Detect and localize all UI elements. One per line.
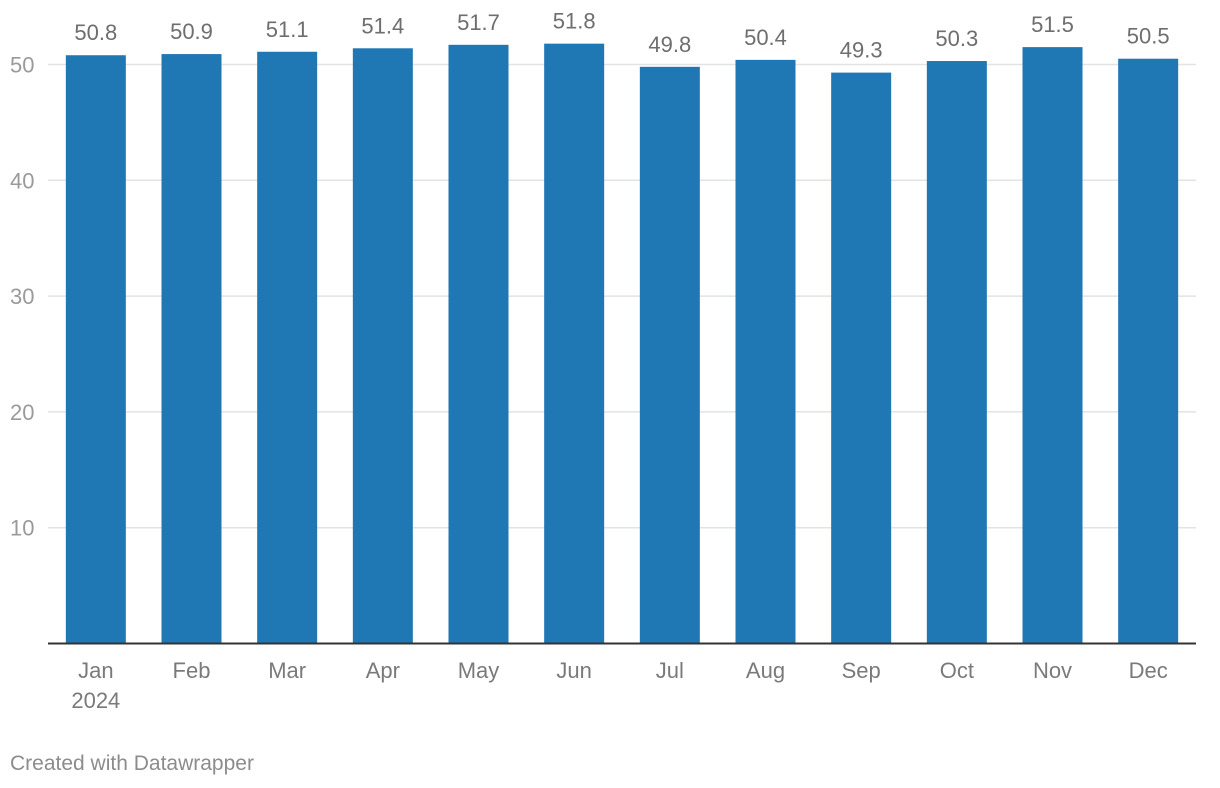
bar-nov (1022, 47, 1083, 644)
bar-jul (639, 66, 700, 644)
x-tick-label: Apr (366, 658, 400, 683)
data-label: 50.3 (935, 26, 978, 51)
data-label: 49.3 (840, 38, 883, 63)
y-tick-label: 10 (10, 516, 34, 541)
credit-footer: Created with Datawrapper (10, 752, 254, 775)
data-labels: 50.8 50.9 51.1 51.4 51.7 51.8 49.8 50.4 49.3 50.3… (74, 9, 1169, 63)
y-axis: 10 20 30 40 50 (10, 53, 34, 541)
y-tick-label: 50 (10, 53, 34, 78)
x-tick-label: Jan (78, 658, 113, 683)
bar-oct (926, 61, 987, 644)
bar-jan (65, 55, 126, 644)
bar-aug (735, 59, 796, 644)
data-label: 51.5 (1031, 12, 1074, 37)
bars (65, 43, 1179, 644)
x-tick-label: Nov (1033, 658, 1072, 683)
bar-feb (161, 54, 222, 644)
x-tick-sublabel: 2024 (71, 688, 120, 713)
x-tick-label: Aug (746, 658, 785, 683)
data-label: 50.5 (1127, 24, 1170, 49)
bar-may (448, 44, 509, 644)
bar-mar (257, 51, 318, 644)
y-tick-label: 40 (10, 168, 34, 193)
x-tick-label: Dec (1129, 658, 1168, 683)
bar-apr (352, 48, 413, 644)
y-tick-label: 20 (10, 400, 34, 425)
bar-sep (831, 72, 892, 644)
x-axis: Jan 2024 Feb Mar Apr May Jun Jul Aug Sep Oct Nov Dec (48, 642, 1196, 713)
bar-dec (1118, 58, 1179, 644)
data-label: 49.8 (648, 32, 691, 57)
x-tick-label: May (458, 658, 500, 683)
data-label: 51.1 (266, 17, 309, 42)
data-label: 50.9 (170, 19, 213, 44)
x-tick-label: Oct (940, 658, 974, 683)
y-tick-label: 30 (10, 284, 34, 309)
data-label: 51.8 (553, 9, 596, 34)
x-tick-label: Jul (656, 658, 684, 683)
bar-jun (544, 43, 605, 644)
data-label: 51.4 (361, 13, 404, 38)
x-tick-label: Jun (556, 658, 591, 683)
x-tick-label: Feb (173, 658, 211, 683)
data-label: 50.4 (744, 25, 787, 50)
data-label: 51.7 (457, 10, 500, 35)
x-tick-label: Sep (842, 658, 881, 683)
data-label: 50.8 (74, 20, 117, 45)
x-tick-label: Mar (268, 658, 306, 683)
gridlines (48, 63, 1196, 529)
